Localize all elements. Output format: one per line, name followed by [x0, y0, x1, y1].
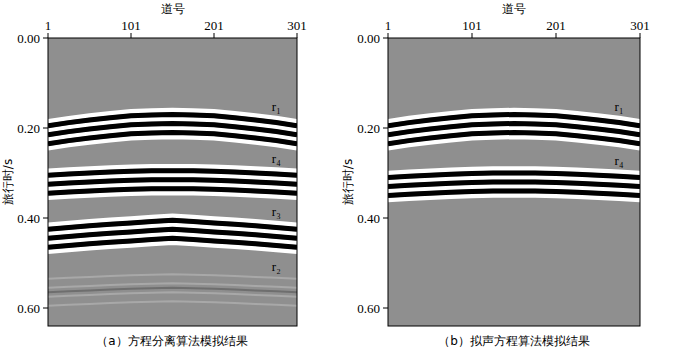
x-tick	[214, 33, 215, 38]
y-tick-label: 0.60	[357, 301, 380, 316]
event-label: r₁	[272, 99, 281, 114]
panel: r₁ r₄ r₃ r₂ 1 101 201 301 道号 0.00 0.20 0.40 0.60 旅行时/…	[1, 2, 307, 348]
y-tick-label: 0.20	[357, 121, 380, 136]
y-tick-label: 0.60	[17, 301, 40, 316]
frame	[388, 38, 640, 326]
x-tick	[388, 33, 389, 38]
frame	[48, 38, 297, 326]
event	[48, 274, 297, 306]
wavelet-peak	[48, 288, 297, 293]
y-axis-label: 旅行时/s	[341, 159, 355, 205]
y-tick	[383, 38, 388, 39]
x-tick	[48, 33, 49, 38]
x-tick	[297, 33, 298, 38]
x-tick-label: 1	[385, 18, 392, 33]
x-tick-label: 301	[287, 18, 307, 33]
y-tick	[43, 218, 48, 219]
events	[48, 110, 297, 306]
y-tick-label: 0.00	[17, 31, 40, 46]
x-tick-label: 201	[204, 18, 224, 33]
wavelet-peak	[48, 238, 297, 247]
event-label: r₄	[272, 151, 281, 166]
x-tick-label: 1	[45, 18, 52, 33]
y-tick	[383, 218, 388, 219]
caption: （b）拟声方程算法模拟结果	[438, 334, 590, 348]
x-tick	[640, 33, 641, 38]
event-label: r₁	[615, 99, 624, 114]
y-tick-label: 0.20	[17, 121, 40, 136]
caption: （a）方程分离算法模拟结果	[96, 334, 247, 348]
wavelet-trough	[388, 196, 640, 201]
x-tick-label: 101	[121, 18, 141, 33]
event	[48, 216, 297, 252]
x-axis-label: 道号	[161, 2, 185, 16]
y-tick-label: 0.00	[357, 31, 380, 46]
event-label: r₄	[615, 153, 624, 168]
figure: r₁ r₄ r₃ r₂ 1 101 201 301 道号 0.00 0.20 0.40 0.60 旅行时/…	[0, 0, 700, 353]
y-tick	[383, 128, 388, 129]
plot-area	[388, 38, 640, 326]
wavelet-peak	[388, 173, 640, 178]
events	[388, 110, 640, 200]
wavelet-peak	[48, 189, 297, 194]
wavelet-peak	[388, 133, 640, 144]
event-label: r₂	[272, 259, 281, 274]
x-tick	[472, 33, 473, 38]
wavelet-trough	[48, 292, 297, 297]
wavelet-peak	[388, 182, 640, 187]
event	[388, 169, 640, 201]
plot-area	[48, 38, 297, 326]
wavelet-peak	[388, 191, 640, 196]
y-tick-label: 0.40	[17, 211, 40, 226]
y-tick	[43, 308, 48, 309]
x-tick-label: 101	[462, 18, 482, 33]
event-label: r₃	[272, 204, 281, 219]
wavelet-trough	[48, 301, 297, 306]
wavelet-peak	[48, 180, 297, 185]
wavelet-trough	[48, 193, 297, 198]
event	[388, 110, 640, 148]
x-tick	[131, 33, 132, 38]
x-tick-label: 201	[546, 18, 566, 33]
y-tick	[43, 38, 48, 39]
wavelet-peak	[48, 171, 297, 176]
x-axis-label: 道号	[502, 2, 526, 16]
wavelet-trough	[48, 274, 297, 279]
y-tick	[43, 128, 48, 129]
y-tick-label: 0.40	[357, 211, 380, 226]
y-tick	[383, 308, 388, 309]
event	[48, 166, 297, 198]
x-tick	[556, 33, 557, 38]
event	[48, 110, 297, 148]
y-axis-label: 旅行时/s	[1, 159, 15, 205]
wavelet-peak	[48, 133, 297, 144]
x-tick-label: 301	[630, 18, 650, 33]
panel: r₁ r₄ 1 101 201 301 道号 0.00 0.20 0.40 0.60 旅行时/s （b）…	[341, 2, 650, 348]
